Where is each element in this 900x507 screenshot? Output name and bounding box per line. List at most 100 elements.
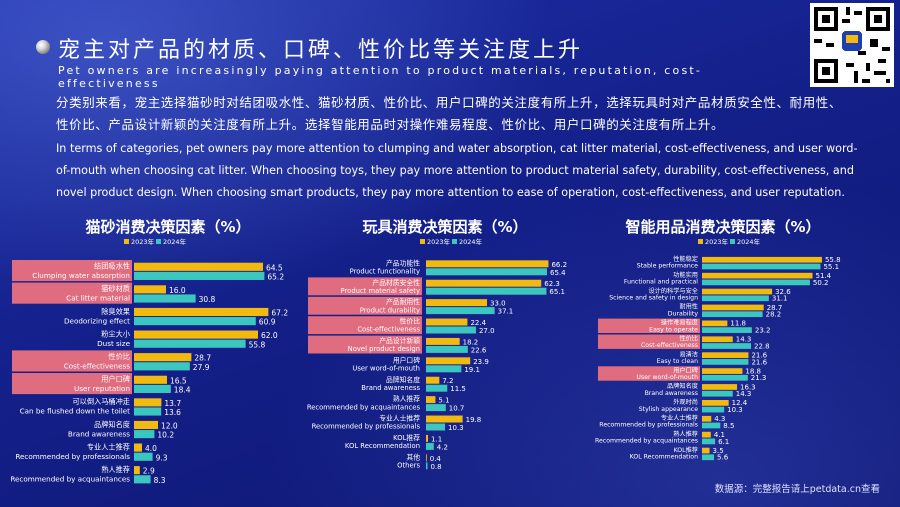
bar-2023 xyxy=(702,368,743,374)
bar-2024 xyxy=(702,343,752,349)
category-highlight xyxy=(598,334,700,349)
value-label-2024: 9.3 xyxy=(156,453,168,462)
category-highlight xyxy=(308,335,422,354)
value-label-2023: 16.5 xyxy=(170,376,187,385)
value-label-2024: 65.4 xyxy=(550,269,566,277)
bar-2023 xyxy=(426,454,427,462)
category-label-en: Others xyxy=(397,462,420,470)
category-label-cn: 品牌知名度 xyxy=(94,420,130,429)
value-label-2024: 8.3 xyxy=(154,476,166,485)
summary-cn: 分类别来看，宠主选择猫砂时对结团吸水性、猫砂材质、性价比、用户口碑的关注度有所上… xyxy=(56,95,843,132)
value-label-2023: 12.0 xyxy=(161,422,178,431)
value-label-2023: 62.3 xyxy=(544,280,560,288)
bar-2023 xyxy=(134,262,263,271)
value-label-2023: 0.4 xyxy=(430,455,442,463)
bar-2024 xyxy=(702,374,748,381)
value-label-2024: 27.0 xyxy=(479,327,495,335)
bar-2024 xyxy=(134,430,155,439)
bar-2024 xyxy=(426,404,446,412)
value-label-2023: 21.6 xyxy=(751,352,767,360)
category-label-cn: 品牌知名度 xyxy=(667,382,698,390)
bar-2023 xyxy=(134,330,258,339)
category-label-en: Product material safety xyxy=(341,287,420,295)
bar-2023 xyxy=(134,353,192,362)
bar-2023 xyxy=(134,466,140,475)
bar-2024 xyxy=(702,422,721,429)
legend-label-2024: 2024年 xyxy=(459,237,483,246)
value-label-2023: 4.1 xyxy=(714,431,725,439)
category-label-cn: 专业人士推荐 xyxy=(87,442,130,451)
category-highlight xyxy=(308,316,422,335)
legend-swatch-2024 xyxy=(730,239,735,244)
value-label-2024: 6.1 xyxy=(718,438,729,446)
value-label-2023: 55.8 xyxy=(825,256,841,264)
value-label-2024: 10.2 xyxy=(157,431,174,440)
category-highlight xyxy=(12,260,132,282)
category-label-cn: 设计的科学与安全 xyxy=(649,287,699,295)
category-label-cn: 用户口碑 xyxy=(101,375,130,384)
bar-2023 xyxy=(134,398,162,407)
bar-2024 xyxy=(702,263,821,270)
value-label-2024: 13.6 xyxy=(164,408,181,417)
bar-2024 xyxy=(702,390,733,397)
bar-2023 xyxy=(426,260,549,268)
chart-title-litter: 猫砂消费决策因素（%） xyxy=(85,218,251,236)
value-label-2024: 30.8 xyxy=(199,295,216,304)
category-label-en: Can be flushed down the toilet xyxy=(20,407,131,416)
value-label-2023: 12.4 xyxy=(732,399,748,407)
legend-label-2023: 2023年 xyxy=(705,237,729,246)
category-label-en: Recommended by acquaintances xyxy=(307,403,421,411)
legend-swatch-2023 xyxy=(698,239,703,244)
value-label-2024: 60.9 xyxy=(259,318,276,327)
legend-swatch-2023 xyxy=(124,239,129,244)
value-label-2023: 66.2 xyxy=(551,261,567,269)
legend-label-2023: 2023年 xyxy=(131,237,155,246)
page-title: 宠主对产品的材质、口碑、性价比等关注度上升 xyxy=(58,38,584,63)
category-label-en: Cost-effectiveness xyxy=(64,361,131,370)
category-label-en: Brand awareness xyxy=(645,390,698,397)
category-label-en: Recommended by acquaintances xyxy=(10,474,130,483)
bar-2024 xyxy=(426,423,446,431)
category-label-cn: 除臭效果 xyxy=(101,307,130,316)
category-label-en: Recommended by professionals xyxy=(599,422,698,429)
category-highlight xyxy=(598,366,700,381)
value-label-2024: 14.3 xyxy=(736,390,752,398)
value-label-2023: 4.0 xyxy=(145,444,157,453)
category-highlight xyxy=(12,350,132,372)
category-highlight xyxy=(308,277,422,296)
bar-2023 xyxy=(134,285,166,294)
value-label-2023: 14.3 xyxy=(736,336,752,344)
bar-2024 xyxy=(134,475,151,484)
category-label-cn: 猫砂材质 xyxy=(101,284,130,293)
value-label-2023: 3.5 xyxy=(713,447,724,455)
bar-2023 xyxy=(702,272,813,279)
category-label-en: Durability xyxy=(668,310,699,317)
category-label-en: Product functionality xyxy=(350,268,420,276)
category-label-cn: KOL推荐 xyxy=(674,446,698,454)
bar-2024 xyxy=(426,384,448,392)
category-label-cn: 产品功能性 xyxy=(386,258,420,267)
value-label-2023: 19.8 xyxy=(466,416,482,424)
value-label-2023: 28.7 xyxy=(767,304,783,312)
summary-en: In terms of categories, pet owners pay m… xyxy=(56,142,858,199)
value-label-2023: 2.9 xyxy=(143,467,155,476)
value-label-2024: 10.7 xyxy=(449,405,465,413)
category-label-cn: 专业人士推荐 xyxy=(661,414,698,422)
chart-title-toys: 玩具消费决策因素（%） xyxy=(362,218,528,236)
value-label-2024: 11.5 xyxy=(450,385,466,393)
category-highlight xyxy=(12,282,132,304)
value-label-2024: 55.8 xyxy=(249,340,266,349)
value-label-2024: 21.3 xyxy=(751,374,767,382)
bar-2024 xyxy=(426,365,462,373)
bar-2023 xyxy=(702,384,738,390)
category-label-en: KOL Recommendation xyxy=(630,454,698,461)
value-label-2023: 5.1 xyxy=(438,397,449,405)
legend-label-2024: 2024年 xyxy=(737,237,761,246)
bar-2024 xyxy=(702,327,752,333)
category-label-en: Recommended by acquaintances xyxy=(595,438,698,445)
legend-label-2023: 2023年 xyxy=(427,237,451,246)
bar-2023 xyxy=(702,320,728,327)
value-label-2023: 67.2 xyxy=(271,309,288,318)
